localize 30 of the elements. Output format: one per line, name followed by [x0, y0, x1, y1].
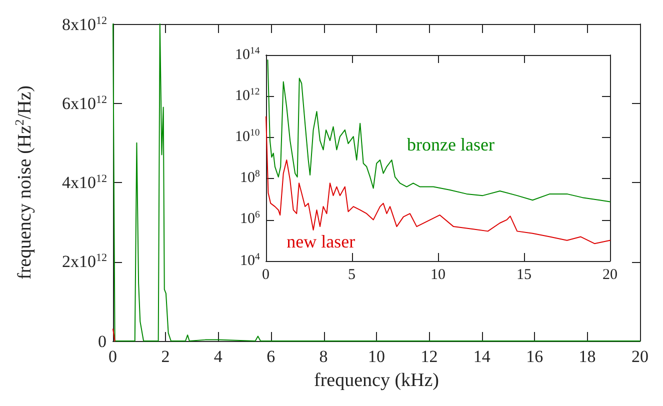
x-tick-label: 16	[526, 347, 544, 366]
x-tick-label: 6	[266, 347, 276, 366]
x-tick-label: 4	[214, 347, 222, 366]
x-tick-label: 15	[516, 267, 532, 283]
y-tick-label: 2x10$^{12}$	[62, 252, 108, 272]
x-tick-label: 14	[473, 347, 490, 366]
y-tick-label: 10$^{6}$	[240, 210, 260, 228]
series-label: bronze laser	[407, 134, 494, 155]
x-tick-label: 20	[602, 267, 618, 283]
x-tick-label: 12	[420, 347, 438, 366]
y-tick-label: 4x10$^{12}$	[62, 172, 108, 192]
x-tick-label: 20	[632, 347, 648, 366]
x-tick-label: 10	[430, 267, 446, 283]
x-tick-label: 10	[368, 347, 385, 366]
y-tick-label: 10$^{4}$	[240, 251, 260, 268]
y-tick-label: 10$^{8}$	[240, 168, 260, 186]
y-tick-label: 8x10$^{12}$	[62, 14, 108, 34]
y-tick-label: 10$^{10}$	[235, 128, 260, 145]
y-tick-label: 6x10$^{12}$	[62, 94, 108, 113]
x-tick-label: 18	[578, 347, 596, 366]
x-tick-label: 8	[319, 347, 328, 366]
series-label: new laser	[286, 231, 356, 252]
x-tick-label: 5	[348, 267, 356, 283]
y-tick-label: 10$^{14}$	[235, 45, 260, 62]
x-tick-label: 2	[161, 347, 170, 366]
x-axis-title: frequency (kHz)	[314, 370, 440, 391]
y-tick-label: 0	[98, 332, 106, 350]
line-series	[112, 24, 640, 342]
line-series	[267, 60, 610, 202]
y-tick-label: 10$^{12}$	[235, 86, 260, 104]
